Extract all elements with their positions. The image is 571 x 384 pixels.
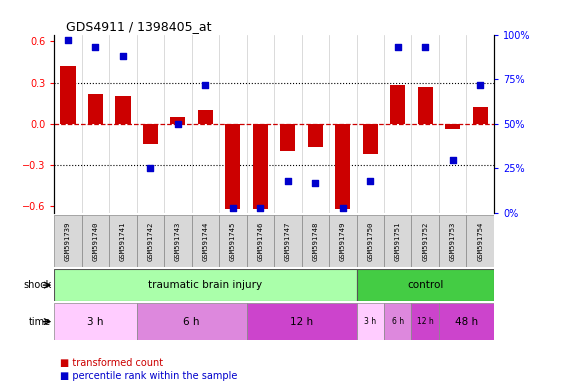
- Point: [338, 205, 347, 211]
- Bar: [335, 124, 351, 209]
- Bar: [192, 215, 219, 267]
- Text: GSM591747: GSM591747: [285, 221, 291, 261]
- Point: [146, 166, 155, 172]
- Text: GSM591748: GSM591748: [312, 221, 318, 261]
- Bar: [54, 215, 82, 267]
- Text: GSM591751: GSM591751: [395, 221, 401, 261]
- Text: GSM591754: GSM591754: [477, 221, 483, 261]
- Point: [283, 178, 292, 184]
- Bar: [384, 215, 412, 267]
- Text: 3 h: 3 h: [87, 316, 104, 327]
- Bar: [219, 215, 247, 267]
- Bar: [136, 215, 164, 267]
- Point: [448, 157, 457, 163]
- Point: [421, 44, 430, 50]
- Bar: [445, 124, 460, 129]
- Text: GSM591741: GSM591741: [120, 221, 126, 261]
- Text: control: control: [407, 280, 444, 290]
- Bar: [198, 110, 213, 124]
- Text: 12 h: 12 h: [417, 317, 433, 326]
- Point: [256, 205, 265, 211]
- Bar: [356, 303, 384, 340]
- Bar: [54, 269, 356, 301]
- Point: [393, 44, 403, 50]
- Bar: [247, 303, 356, 340]
- Bar: [82, 215, 109, 267]
- Text: GSM591753: GSM591753: [450, 221, 456, 261]
- Bar: [356, 215, 384, 267]
- Text: 12 h: 12 h: [290, 316, 313, 327]
- Text: GSM591742: GSM591742: [147, 221, 154, 261]
- Point: [201, 81, 210, 88]
- Text: 6 h: 6 h: [183, 316, 200, 327]
- Bar: [467, 215, 494, 267]
- Text: 48 h: 48 h: [455, 316, 478, 327]
- Bar: [384, 303, 412, 340]
- Bar: [390, 85, 405, 124]
- Text: traumatic brain injury: traumatic brain injury: [148, 280, 263, 290]
- Bar: [54, 303, 136, 340]
- Text: GSM591745: GSM591745: [230, 221, 236, 261]
- Text: GSM591750: GSM591750: [367, 221, 373, 261]
- Text: GDS4911 / 1398405_at: GDS4911 / 1398405_at: [66, 20, 211, 33]
- Bar: [280, 124, 295, 151]
- Point: [476, 81, 485, 88]
- Bar: [226, 124, 240, 209]
- Bar: [308, 124, 323, 147]
- Bar: [473, 108, 488, 124]
- Bar: [329, 215, 356, 267]
- Text: GSM591752: GSM591752: [422, 221, 428, 261]
- Bar: [247, 215, 274, 267]
- Point: [174, 121, 183, 127]
- Text: ■ transformed count: ■ transformed count: [60, 358, 163, 368]
- Bar: [115, 96, 131, 124]
- Point: [91, 44, 100, 50]
- Bar: [363, 124, 378, 154]
- Text: time: time: [29, 316, 51, 327]
- Bar: [61, 66, 75, 124]
- Bar: [412, 215, 439, 267]
- Bar: [253, 124, 268, 209]
- Bar: [164, 215, 192, 267]
- Text: GSM591740: GSM591740: [93, 221, 98, 261]
- Bar: [301, 215, 329, 267]
- Bar: [439, 215, 467, 267]
- Bar: [88, 94, 103, 124]
- Point: [118, 53, 127, 59]
- Text: GSM591746: GSM591746: [258, 221, 263, 261]
- Bar: [274, 215, 301, 267]
- Bar: [417, 87, 433, 124]
- Text: GSM591743: GSM591743: [175, 221, 181, 261]
- Text: ■ percentile rank within the sample: ■ percentile rank within the sample: [60, 371, 238, 381]
- Bar: [109, 215, 136, 267]
- Point: [311, 180, 320, 186]
- Text: 3 h: 3 h: [364, 317, 376, 326]
- Text: GSM591739: GSM591739: [65, 221, 71, 261]
- Bar: [356, 269, 494, 301]
- Bar: [143, 124, 158, 144]
- Point: [365, 178, 375, 184]
- Point: [63, 37, 73, 43]
- Bar: [439, 303, 494, 340]
- Bar: [170, 117, 186, 124]
- Bar: [412, 303, 439, 340]
- Text: 6 h: 6 h: [392, 317, 404, 326]
- Point: [228, 205, 238, 211]
- Bar: [136, 303, 247, 340]
- Text: GSM591744: GSM591744: [202, 221, 208, 261]
- Text: GSM591749: GSM591749: [340, 221, 346, 261]
- Text: shock: shock: [23, 280, 51, 290]
